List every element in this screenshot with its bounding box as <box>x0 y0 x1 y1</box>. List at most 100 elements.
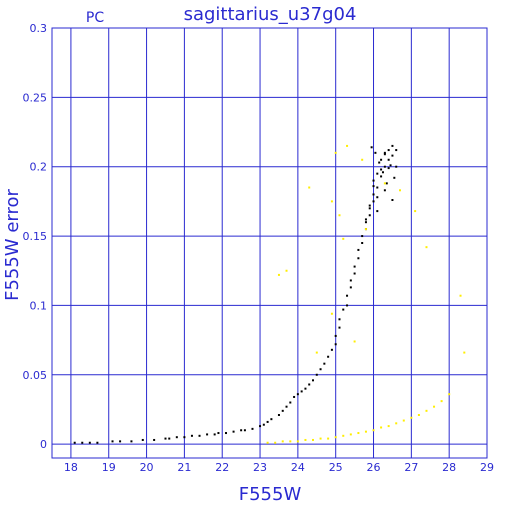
data-point-black <box>141 438 144 441</box>
data-point-black <box>391 199 394 201</box>
data-point-black <box>393 176 396 179</box>
data-point-black <box>361 242 364 244</box>
data-point-yellow <box>334 151 337 154</box>
data-point-black <box>111 440 114 443</box>
data-point-black <box>372 193 375 196</box>
data-point-black <box>232 430 235 433</box>
data-point-yellow <box>448 393 451 396</box>
data-point-black <box>368 204 371 207</box>
data-point-black <box>198 434 201 437</box>
data-point-yellow <box>338 214 341 217</box>
data-point-yellow <box>410 416 413 419</box>
data-point-yellow <box>285 269 288 272</box>
data-point-black <box>380 175 383 178</box>
data-point-yellow <box>334 436 337 439</box>
data-point-yellow <box>361 158 364 161</box>
data-point-black <box>376 186 379 189</box>
x-tick-label: 29 <box>480 461 494 474</box>
data-point-black <box>251 427 254 430</box>
data-point-yellow <box>346 144 349 147</box>
data-point-yellow <box>372 429 375 432</box>
chart-title: sagittarius_u37g04 <box>184 4 357 25</box>
data-point-black <box>357 248 360 251</box>
x-tick-label: 26 <box>367 461 381 474</box>
data-point-black <box>376 172 379 175</box>
data-point-black <box>277 414 280 416</box>
data-points <box>73 144 466 444</box>
data-point-yellow <box>308 186 311 189</box>
data-point-yellow <box>266 441 269 444</box>
data-point-black <box>319 368 322 371</box>
data-point-yellow <box>364 430 367 433</box>
data-point-black <box>81 441 84 444</box>
x-tick-label: 20 <box>140 461 154 474</box>
data-point-yellow <box>433 405 436 408</box>
data-point-black <box>383 153 386 156</box>
data-point-yellow <box>395 422 398 425</box>
data-point-black <box>334 343 337 346</box>
data-point-yellow <box>296 440 299 443</box>
data-point-black <box>389 164 392 167</box>
data-point-yellow <box>304 438 307 441</box>
data-point-yellow <box>417 414 420 416</box>
data-point-black <box>380 158 383 161</box>
data-point-black <box>153 438 156 441</box>
data-point-black <box>259 425 262 428</box>
data-point-yellow <box>315 351 318 354</box>
data-point-black <box>376 196 379 199</box>
plot-frame <box>51 27 488 459</box>
data-point-yellow <box>425 409 428 412</box>
data-point-black <box>346 304 349 307</box>
data-point-black <box>213 433 216 436</box>
data-point-black <box>395 149 398 152</box>
data-point-black <box>346 294 349 297</box>
data-point-black <box>281 409 284 412</box>
y-tick-label: 0.05 <box>23 369 48 382</box>
data-point-black <box>364 218 367 221</box>
data-point-black <box>308 383 311 386</box>
data-point-yellow <box>330 200 333 203</box>
data-point-yellow <box>327 437 330 440</box>
data-point-black <box>183 436 186 439</box>
data-point-yellow <box>364 228 367 231</box>
x-axis-label: F555W <box>239 484 302 505</box>
data-point-yellow <box>342 237 345 240</box>
data-point-black <box>164 437 167 440</box>
data-point-black <box>130 440 133 443</box>
data-point-yellow <box>399 189 401 192</box>
data-point-black <box>370 146 373 149</box>
y-tick-label: 0.25 <box>23 91 48 104</box>
data-point-black <box>364 221 367 224</box>
data-point-black <box>262 423 265 426</box>
x-tick-label: 25 <box>329 461 343 474</box>
data-point-black <box>353 265 356 268</box>
grid <box>52 28 487 458</box>
data-point-black <box>391 144 394 147</box>
data-point-black <box>285 405 288 408</box>
x-tick-label: 21 <box>177 461 191 474</box>
data-point-black <box>175 436 178 439</box>
data-point-black <box>312 379 314 382</box>
data-point-yellow <box>459 294 462 297</box>
y-tick-label: 0 <box>40 438 47 451</box>
data-point-black <box>334 334 337 337</box>
data-point-yellow <box>330 312 333 315</box>
data-point-black <box>372 200 375 203</box>
data-point-black <box>383 165 386 168</box>
data-point-black <box>73 441 76 444</box>
y-axis-label: F555W error <box>2 189 23 301</box>
data-point-black <box>88 441 91 444</box>
data-point-yellow <box>342 434 345 437</box>
data-point-yellow <box>353 340 356 343</box>
tick-labels: 18 19 20 21 22 23 24 25 26 27 28 29 0 0.05 0.1 0.15 0.2 0… <box>23 22 495 474</box>
data-point-black <box>383 151 386 154</box>
data-point-black <box>381 171 384 174</box>
data-point-black <box>266 420 269 423</box>
data-point-yellow <box>274 441 277 444</box>
y-tick-label: 0.15 <box>23 230 48 243</box>
data-point-black <box>206 433 209 436</box>
y-tick-label: 0.2 <box>30 161 48 174</box>
x-tick-label: 27 <box>404 461 418 474</box>
data-point-yellow <box>380 426 383 429</box>
